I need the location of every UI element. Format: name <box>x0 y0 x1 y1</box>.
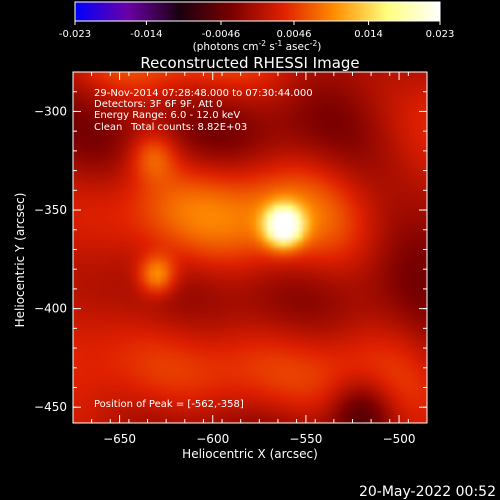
axis-tick-label: −600 <box>196 432 229 446</box>
axis-tick-label: −400 <box>34 302 67 316</box>
colorbar-gradient <box>74 1 441 22</box>
colorbar-units: (photons cm-2 s-1 asec-2) <box>193 39 322 53</box>
time-range-text: 29-Nov-2014 07:28:48.000 to 07:30:44.000 <box>94 88 313 99</box>
axis-tick-label: −650 <box>103 432 136 446</box>
axis-tick-label: −450 <box>34 400 67 414</box>
colorbar-tick-label: 0.0046 <box>277 29 312 40</box>
colorbar-tick-label: 0.023 <box>426 29 455 40</box>
colorbar-tick-label: -0.014 <box>130 29 162 40</box>
plot-title: Reconstructed RHESSI Image <box>140 54 359 72</box>
axis-tick-label: −300 <box>34 104 67 118</box>
total-counts-text: Total counts: 8.82E+03 <box>130 122 247 133</box>
footer-date: 20-May-2022 00:52 <box>359 484 496 500</box>
y-axis-label: Heliocentric Y (arcsec) <box>13 193 27 328</box>
method-text: Clean <box>94 122 122 133</box>
axis-tick-label: −350 <box>34 203 67 217</box>
colorbar-tick-label: -0.0046 <box>202 29 241 40</box>
colorbar: -0.023 -0.014 -0.0046 0.0046 0.014 0.023 (pho… <box>59 1 454 53</box>
plot-frame <box>72 71 428 424</box>
colorbar-tick-label: -0.023 <box>59 29 91 40</box>
colorbar-tick-label: 0.014 <box>354 29 383 40</box>
axis-ticks: −650 −600 −550 −500 −300 −350 −400 −450 <box>34 71 428 446</box>
peak-position-text: Position of Peak = [-562,-358] <box>94 399 244 410</box>
detectors-text: Detectors: 3F 6F 9F, Att 0 <box>94 99 222 110</box>
x-axis-label: Heliocentric X (arcsec) <box>182 447 318 461</box>
solar-image <box>73 72 427 423</box>
energy-range-text: Energy Range: 6.0 - 12.0 keV <box>94 110 240 121</box>
colorbar-ticks: -0.023 -0.014 -0.0046 0.0046 0.014 0.023 <box>59 21 454 40</box>
axis-tick-label: −500 <box>383 432 416 446</box>
axis-tick-label: −550 <box>289 432 322 446</box>
annotations: 29-Nov-2014 07:28:48.000 to 07:30:44.000… <box>94 88 313 410</box>
